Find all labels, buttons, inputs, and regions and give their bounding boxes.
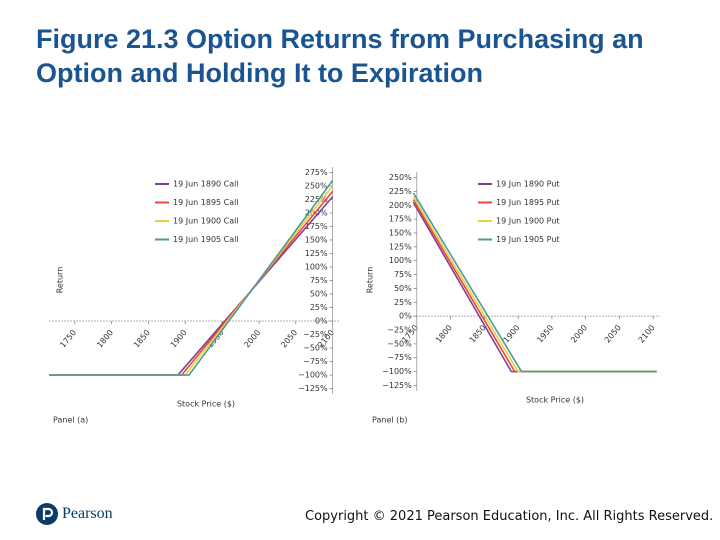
legend-label: 19 Jun 1900 Put (496, 217, 560, 226)
series-line (412, 202, 657, 373)
y-axis-title: Return (56, 267, 65, 294)
y-tick-label: 75% (394, 270, 412, 279)
y-tick-label: 150% (305, 235, 328, 244)
x-tick-label: 2000 (242, 328, 262, 349)
y-tick-label: −50% (387, 339, 412, 348)
slide-title: Figure 21.3 Option Returns from Purchasi… (36, 24, 644, 88)
legend-label: 19 Jun 1905 Put (496, 235, 560, 244)
y-tick-label: −50% (303, 344, 328, 353)
y-tick-label: 125% (305, 249, 328, 258)
y-tick-label: 100% (389, 256, 412, 265)
y-tick-label: 175% (389, 215, 412, 224)
y-tick-label: 225% (389, 187, 412, 196)
y-tick-label: 75% (310, 276, 328, 285)
y-tick-label: −75% (303, 357, 328, 366)
x-axis-title: Stock Price ($) (526, 396, 584, 405)
y-tick-label: 25% (310, 303, 328, 312)
logo-text: Pearson (62, 505, 113, 522)
y-tick-label: −25% (303, 330, 328, 339)
x-tick-label: 1950 (535, 323, 555, 344)
copyright: Copyright © 2021 Pearson Education, Inc.… (305, 509, 714, 524)
x-axis-title: Stock Price ($) (177, 400, 235, 409)
y-tick-label: −125% (298, 384, 328, 393)
series-line (49, 180, 334, 376)
series-line (412, 192, 657, 373)
y-tick-label: 100% (305, 262, 328, 271)
y-tick-label: −100% (298, 371, 328, 380)
logo-icon (36, 503, 58, 525)
x-tick-label: 2050 (603, 323, 623, 344)
legend-label: 19 Jun 1895 Call (173, 198, 239, 207)
legend-label: 19 Jun 1890 Call (173, 180, 239, 189)
y-tick-label: 225% (305, 195, 328, 204)
logo: Pearson (36, 503, 113, 525)
y-tick-label: 175% (305, 222, 328, 231)
y-tick-label: −100% (382, 367, 412, 376)
x-tick-label: 2050 (279, 328, 299, 349)
y-tick-label: 50% (394, 284, 412, 293)
legend-label: 19 Jun 1890 Put (496, 180, 560, 189)
panel-label: Panel (b) (372, 416, 407, 425)
y-tick-label: 0% (399, 312, 412, 321)
legend-label: 19 Jun 1895 Put (496, 198, 560, 207)
series-line (412, 199, 657, 373)
y-tick-label: 50% (310, 290, 328, 299)
y-tick-label: 250% (389, 173, 412, 182)
legend-label: 19 Jun 1905 Call (173, 235, 239, 244)
x-tick-label: 1800 (95, 328, 115, 349)
y-axis-title: Return (366, 267, 375, 294)
series-line (49, 185, 334, 376)
x-tick-label: 2100 (637, 323, 657, 344)
y-tick-label: 200% (305, 208, 328, 217)
y-tick-label: −75% (387, 353, 412, 362)
x-tick-label: 1750 (58, 328, 78, 349)
y-tick-label: 250% (305, 181, 328, 190)
y-tick-label: −125% (382, 381, 412, 390)
y-tick-label: 150% (389, 228, 412, 237)
x-tick-label: 1850 (132, 328, 152, 349)
x-tick-label: 1800 (434, 323, 454, 344)
x-tick-label: 1900 (502, 323, 522, 344)
y-tick-label: 275% (305, 168, 328, 177)
y-tick-label: 200% (389, 201, 412, 210)
y-tick-label: 125% (389, 242, 412, 251)
panel-label: Panel (a) (53, 416, 88, 425)
y-tick-label: 25% (394, 298, 412, 307)
legend-label: 19 Jun 1900 Call (173, 217, 239, 226)
x-tick-label: 1900 (169, 328, 189, 349)
y-tick-label: 0% (315, 317, 328, 326)
x-tick-label: 2000 (569, 323, 589, 344)
y-tick-label: −25% (387, 326, 412, 335)
